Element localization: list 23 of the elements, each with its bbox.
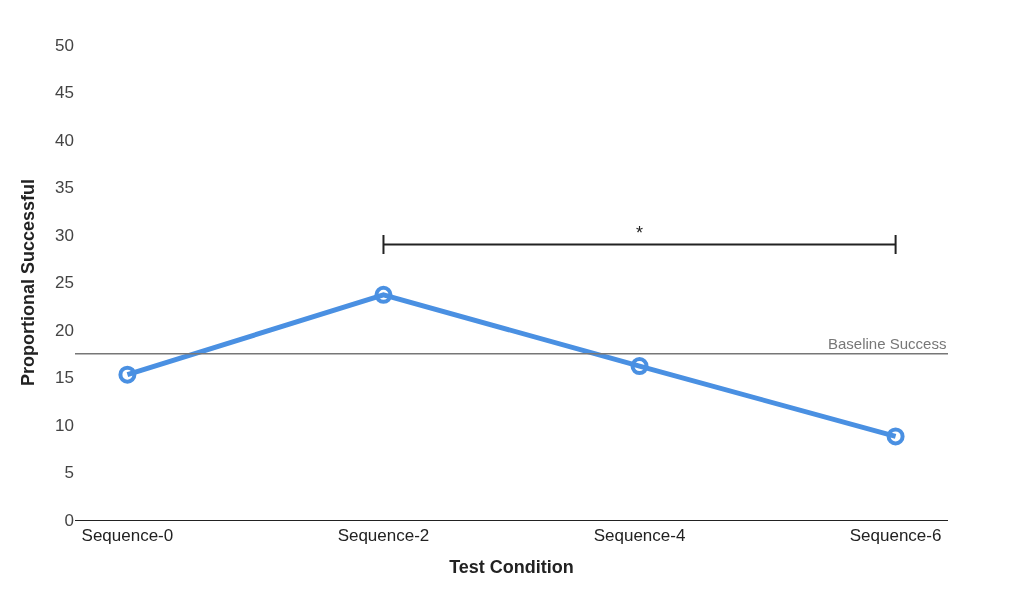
y-tick-label: 30 [55, 225, 74, 245]
y-tick-label: 45 [55, 83, 74, 103]
y-tick-label: 10 [55, 415, 74, 435]
y-tick-label: 35 [55, 178, 74, 198]
y-tick-label: 25 [55, 273, 74, 293]
annotation: * [636, 223, 644, 243]
x-axis-title: Test Condition [449, 556, 574, 577]
x-tick-label: Sequence-2 [337, 526, 430, 546]
y-tick-label: 50 [55, 35, 74, 55]
point [630, 357, 649, 376]
x-tick-label: Sequence-4 [593, 526, 686, 546]
y-tick-label: 15 [55, 368, 74, 388]
y-tick-label: 40 [55, 130, 74, 150]
ref-line-label: Baseline Success [828, 335, 947, 352]
x-tick-label: Sequence-6 [849, 526, 942, 546]
y-tick-label: 0 [64, 510, 74, 530]
point [118, 365, 137, 384]
point [886, 427, 905, 446]
y-tick-label: 20 [55, 320, 74, 340]
y-tick-label: 5 [64, 463, 74, 483]
point [374, 285, 393, 304]
x-tick-label: Sequence-0 [81, 526, 174, 546]
y-axis-title: Proportional Successful [18, 178, 39, 387]
